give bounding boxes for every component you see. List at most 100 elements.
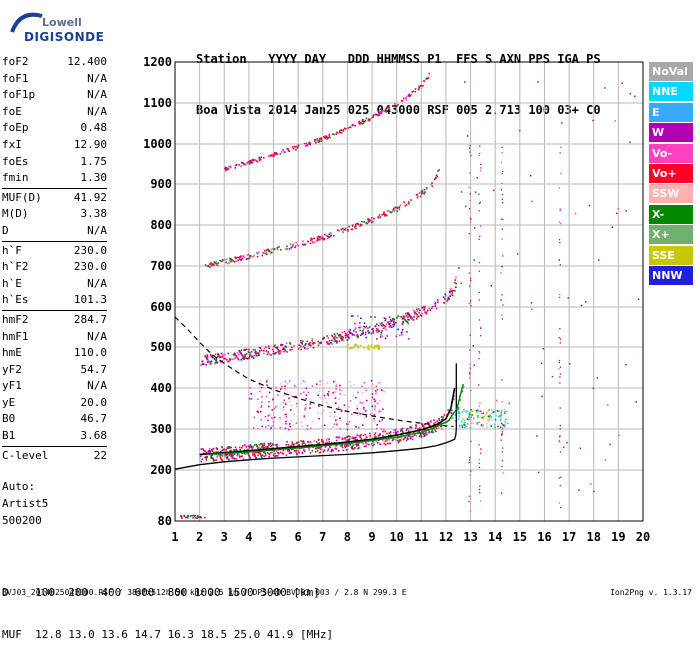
trace-point-o2: [322, 338, 324, 340]
trace-point-o2: [341, 336, 343, 338]
trace-point-o1: [225, 449, 227, 451]
trace-point-o1: [295, 451, 297, 453]
trace-point-o2: [392, 321, 395, 324]
trace-point-o1: [321, 440, 323, 443]
trace-point-o4: [343, 127, 346, 130]
trace-point-o3: [366, 222, 369, 225]
spread-point: [273, 427, 276, 429]
nnw-point: [380, 332, 383, 334]
spread-point: [378, 410, 380, 413]
spread-point: [292, 424, 295, 426]
spread-point: [285, 415, 288, 418]
trace-point-o3: [416, 196, 419, 199]
trace-point-o1: [248, 456, 251, 458]
spread-point: [290, 404, 293, 407]
trace-point-o3: [373, 217, 375, 220]
trace-point-o2: [234, 356, 237, 359]
trace-point-o3: [265, 249, 268, 252]
trace-point-o4: [234, 164, 237, 167]
trace-point-o1: [443, 414, 446, 416]
trace-point-o2: [334, 335, 337, 337]
trace-point-o1: [363, 445, 366, 448]
nnw-point: [393, 318, 395, 320]
trace-point-o3: [238, 256, 240, 259]
trace-point-o2: [336, 336, 338, 339]
param-value: 3.68: [80, 429, 108, 443]
trace-point-o4: [249, 160, 252, 163]
interference-point: [468, 232, 470, 235]
trace-point-o1: [356, 445, 358, 447]
param-row: h`F2 230.0: [2, 259, 107, 276]
sse-point: [370, 344, 373, 346]
trace-point-o3: [261, 254, 264, 257]
trace-point-o2: [388, 326, 391, 328]
spread-point-high: [493, 423, 496, 426]
trace-point-o1: [303, 442, 305, 444]
trace-point-o1: [229, 453, 232, 456]
trace-point-o1: [322, 441, 324, 444]
trace-point-o1: [204, 450, 207, 453]
trace-point-o3: [210, 262, 212, 264]
trace-point-o1: [317, 442, 319, 445]
spread-point: [317, 394, 319, 397]
trace-point-o1: [248, 445, 250, 448]
trace-point-o2: [436, 299, 439, 301]
param-value: N/A: [87, 71, 107, 85]
trace-point-o2: [421, 306, 424, 309]
spread-point-high: [472, 422, 474, 425]
trace-point-o1: [233, 457, 236, 460]
trace-point-o2: [252, 357, 255, 359]
trace-point-o1: [393, 431, 395, 434]
trace-point-o1: [296, 441, 298, 444]
interference-point: [469, 349, 471, 351]
trace-point-o1: [440, 416, 443, 418]
trace-point-o1: [279, 451, 282, 454]
trace-point-o2: [432, 305, 434, 308]
trace-point-o4: [405, 98, 408, 101]
trace-point-o2: [428, 307, 430, 310]
interference-point: [478, 384, 480, 386]
trace-point-o1: [383, 442, 386, 445]
trace-point-o1: [359, 436, 362, 439]
trace-point-o2: [357, 335, 360, 338]
interference-point: [480, 410, 482, 412]
spread-point: [372, 383, 375, 386]
nnw-point: [354, 328, 356, 331]
trace-point-o2: [248, 348, 250, 351]
trace-point-o1: [235, 458, 237, 460]
trace-point-o2: [232, 354, 235, 356]
interference-point: [502, 447, 504, 449]
spread-point: [359, 401, 362, 404]
spread-point: [371, 396, 374, 399]
interference-point: [469, 172, 471, 174]
interference-point: [502, 424, 504, 426]
trace-point-o3: [263, 252, 266, 255]
trace-point-o1: [440, 422, 443, 425]
spread-point-high: [461, 411, 464, 413]
param-name: B1: [2, 429, 16, 443]
trace-point-o3: [220, 260, 223, 263]
x-tick-label: 8: [344, 530, 351, 544]
interference-point: [501, 314, 503, 316]
interference-point: [480, 500, 482, 502]
trace-point-o1: [407, 435, 410, 438]
trace-point-o4: [249, 159, 252, 162]
trace-point-o2: [382, 323, 385, 326]
noise-point: [500, 299, 502, 301]
sse-point: [376, 344, 379, 346]
trace-point-o3: [280, 248, 282, 251]
trace-point-o3: [392, 207, 395, 210]
trace-point-o1: [275, 455, 278, 457]
trace-point-o3: [323, 237, 326, 240]
trace-point-o4: [335, 133, 337, 135]
spread-point-high: [476, 411, 478, 414]
noise-point: [567, 297, 570, 299]
trace-point-o2: [221, 359, 224, 362]
param-row: h`F 230.0: [2, 243, 107, 260]
spread-point: [370, 380, 373, 382]
x-trace-fit-line: [206, 383, 464, 456]
trace-point-o2: [344, 336, 347, 339]
spread-point: [346, 423, 348, 425]
trace-point-o4: [362, 119, 364, 121]
trace-point-x: [437, 427, 440, 429]
